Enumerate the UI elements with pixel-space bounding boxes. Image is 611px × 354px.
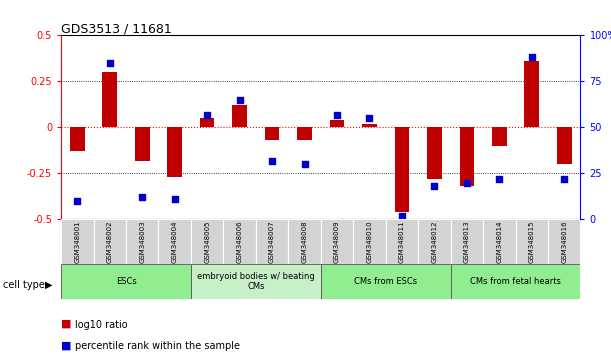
Point [267, 158, 277, 164]
Text: GSM348012: GSM348012 [431, 221, 437, 263]
Text: GSM348004: GSM348004 [172, 221, 178, 263]
Text: GSM348003: GSM348003 [139, 221, 145, 263]
Bar [256, 219, 288, 264]
Point [73, 198, 82, 204]
Text: GSM348015: GSM348015 [529, 221, 535, 263]
Bar [288, 219, 321, 264]
Text: CMs from ESCs: CMs from ESCs [354, 277, 417, 286]
Point [365, 115, 375, 121]
Text: GSM348016: GSM348016 [562, 221, 567, 263]
Point [202, 112, 212, 118]
Text: percentile rank within the sample: percentile rank within the sample [75, 341, 240, 351]
Bar [395, 127, 409, 212]
Bar [126, 219, 158, 264]
Point [462, 180, 472, 185]
Bar [265, 127, 279, 140]
Point [559, 176, 569, 182]
Bar [224, 219, 256, 264]
Bar [483, 219, 516, 264]
Bar [524, 61, 539, 127]
Bar [321, 264, 450, 299]
Bar [61, 264, 191, 299]
Point [397, 213, 407, 219]
Bar [450, 219, 483, 264]
Bar [427, 127, 442, 179]
Bar [450, 264, 580, 299]
Text: GSM348002: GSM348002 [107, 221, 113, 263]
Text: ■: ■ [61, 340, 71, 350]
Text: cell type: cell type [3, 280, 45, 290]
Bar [70, 127, 85, 152]
Text: GSM348009: GSM348009 [334, 221, 340, 263]
Bar [418, 219, 450, 264]
Bar [167, 127, 182, 177]
Bar [321, 219, 353, 264]
Text: GSM348001: GSM348001 [75, 221, 80, 263]
Bar [103, 72, 117, 127]
Text: GSM348005: GSM348005 [204, 221, 210, 263]
Point [137, 195, 147, 200]
Point [332, 112, 342, 118]
Bar [191, 264, 321, 299]
Bar [362, 124, 377, 127]
Bar [386, 219, 418, 264]
Bar [232, 105, 247, 127]
Text: GSM348011: GSM348011 [399, 221, 405, 263]
Point [170, 196, 180, 202]
Text: GSM348006: GSM348006 [236, 221, 243, 263]
Bar [548, 219, 580, 264]
Text: log10 ratio: log10 ratio [75, 320, 128, 330]
Bar [297, 127, 312, 140]
Point [299, 161, 309, 167]
Bar [200, 118, 214, 127]
Bar [61, 219, 93, 264]
Text: ▶: ▶ [45, 280, 52, 290]
Point [494, 176, 504, 182]
Point [105, 60, 115, 66]
Bar [516, 219, 548, 264]
Point [527, 55, 536, 60]
Text: GSM348008: GSM348008 [302, 221, 307, 263]
Text: ESCs: ESCs [115, 277, 136, 286]
Text: embryoid bodies w/ beating
CMs: embryoid bodies w/ beating CMs [197, 272, 315, 291]
Bar [158, 219, 191, 264]
Text: GSM348007: GSM348007 [269, 221, 275, 263]
Point [235, 97, 244, 103]
Text: GSM348010: GSM348010 [367, 221, 373, 263]
Text: GDS3513 / 11681: GDS3513 / 11681 [61, 22, 172, 35]
Bar [459, 127, 474, 186]
Text: GSM348014: GSM348014 [496, 221, 502, 263]
Bar [191, 219, 224, 264]
Text: ■: ■ [61, 319, 71, 329]
Point [430, 183, 439, 189]
Bar [93, 219, 126, 264]
Bar [492, 127, 507, 146]
Text: CMs from fetal hearts: CMs from fetal hearts [470, 277, 561, 286]
Text: GSM348013: GSM348013 [464, 221, 470, 263]
Bar [353, 219, 386, 264]
Bar [330, 120, 345, 127]
Bar [135, 127, 150, 161]
Bar [557, 127, 571, 164]
